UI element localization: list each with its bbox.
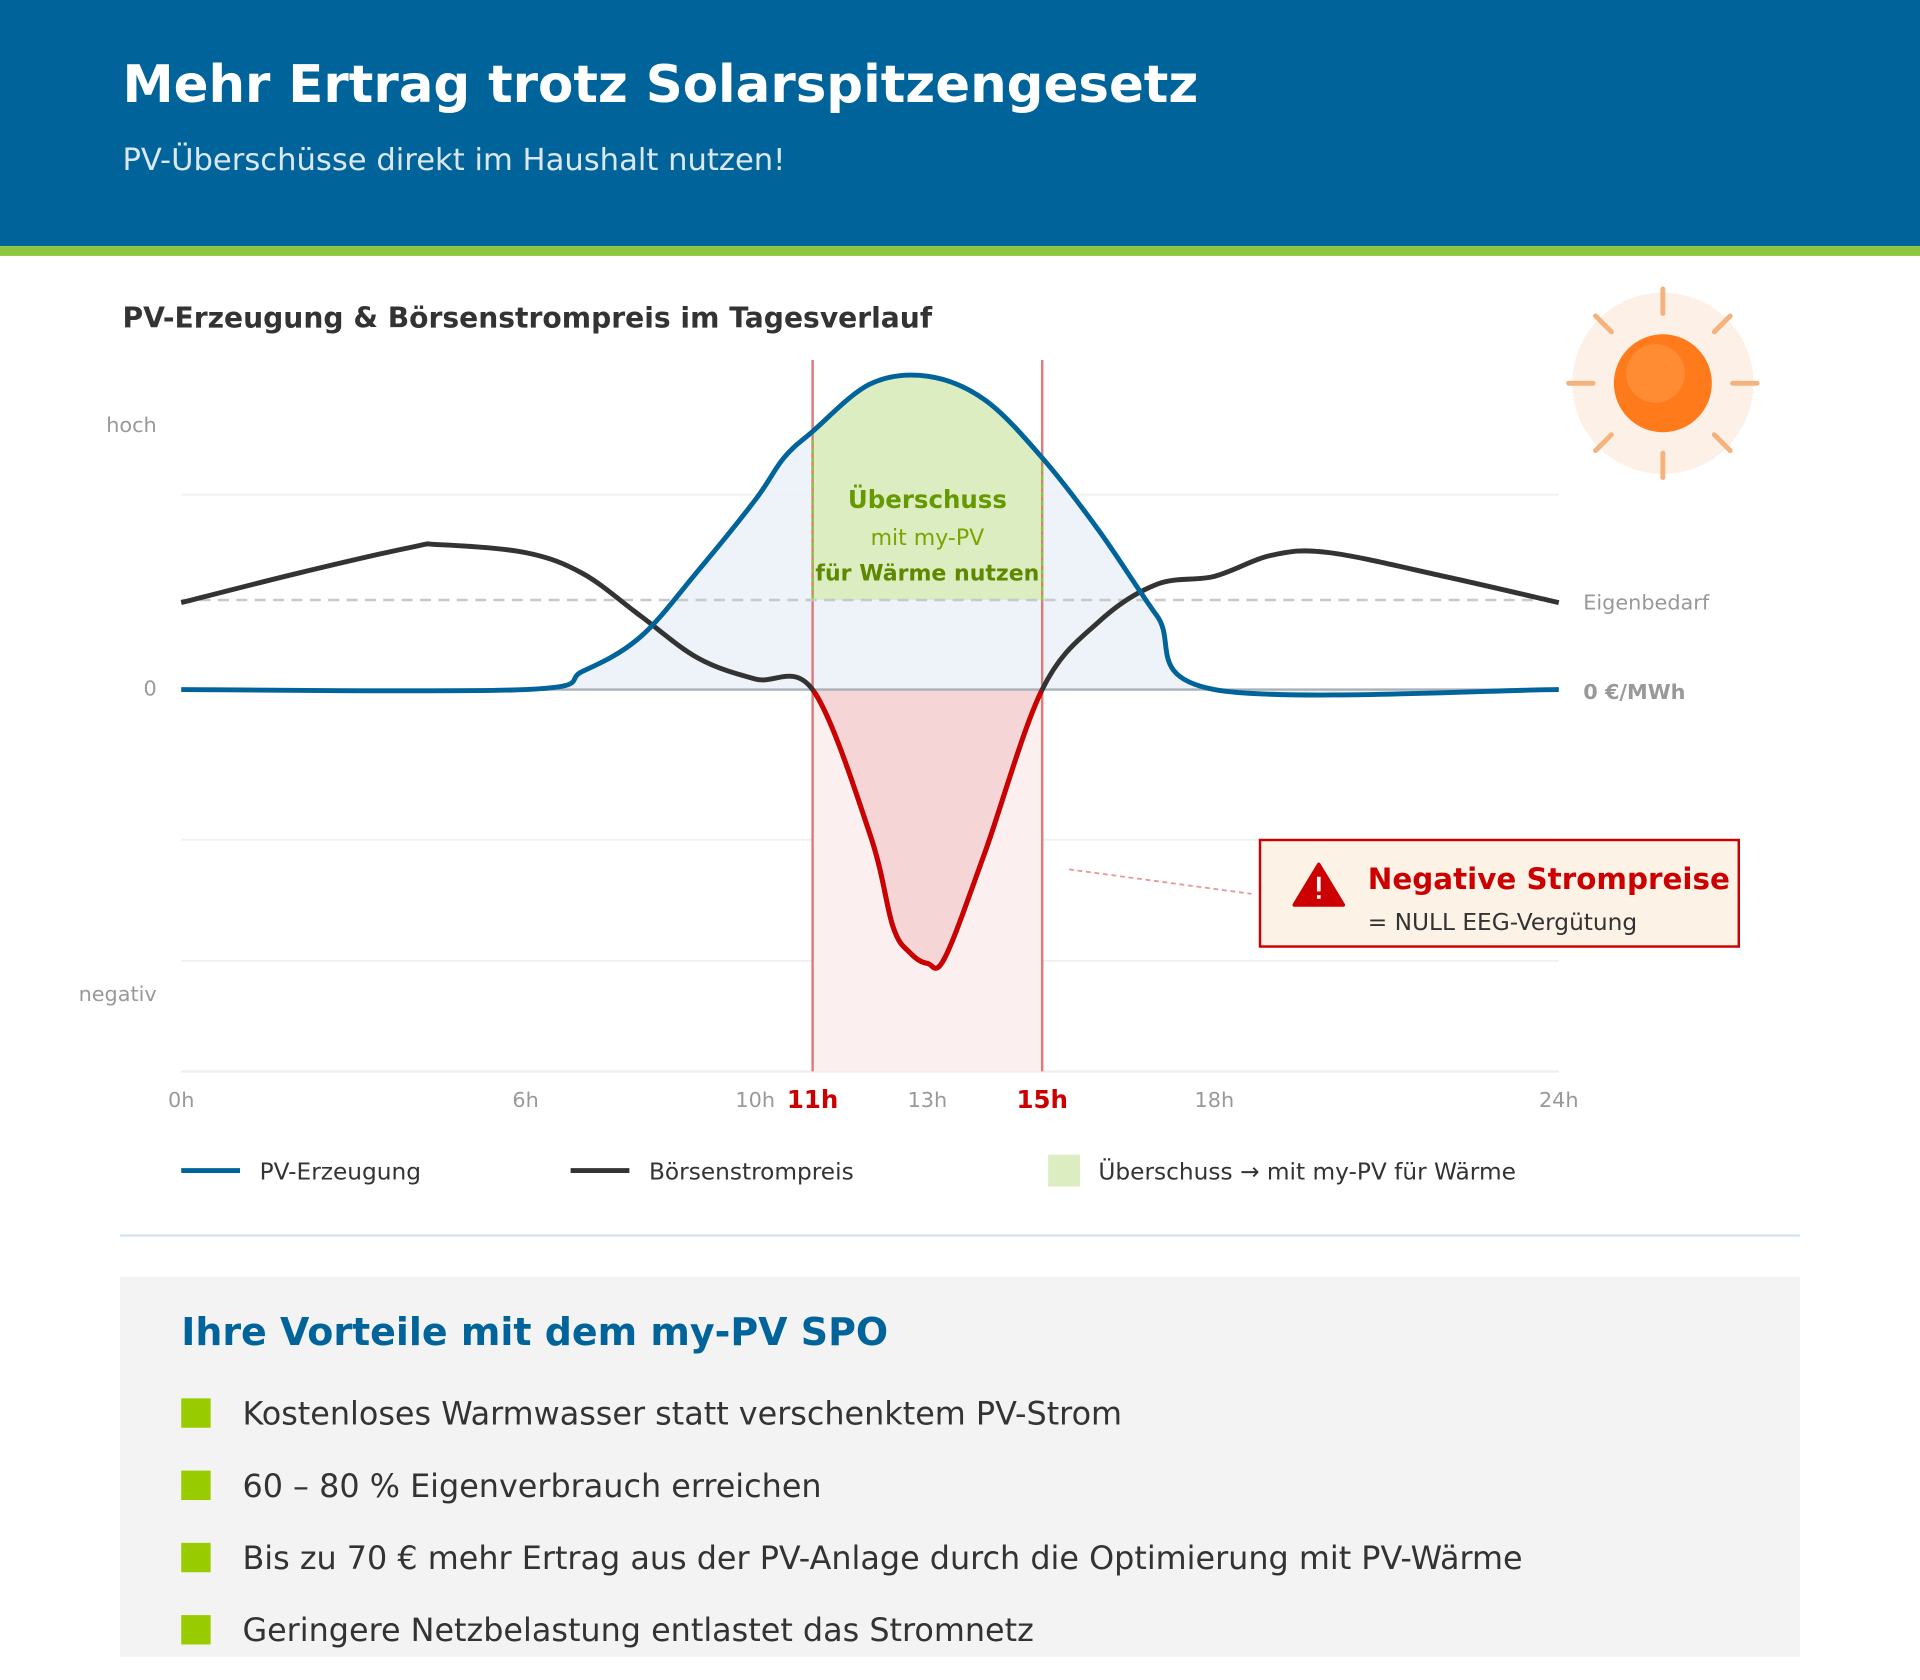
negative-price-line xyxy=(812,689,1043,971)
warning-connector xyxy=(1068,868,1252,895)
warning-box xyxy=(1258,838,1741,948)
x-tick-label: 15h xyxy=(1016,1085,1067,1114)
x-tick-label: 11h xyxy=(787,1085,838,1114)
legend-label: Überschuss → mit my-PV für Wärme xyxy=(1098,1158,1516,1186)
benefits-box xyxy=(120,1277,1800,1657)
header-bg xyxy=(0,0,1920,247)
chart: hoch 0 negativ 0 €/MWh Eigenbedarf Überschuss… xyxy=(79,360,1741,1187)
warning-icon-dot xyxy=(1316,895,1321,899)
reference-label: Eigenbedarf xyxy=(1583,591,1710,615)
surplus-label: mit my-PV xyxy=(871,526,985,551)
page-title: Mehr Ertrag trotz Solarspitzengesetz xyxy=(122,55,1198,115)
surplus-label: für Wärme nutzen xyxy=(815,561,1039,586)
surplus-area xyxy=(812,374,1043,601)
benefits-list: Kostenloses Warmwasser statt verschenkte… xyxy=(181,1395,1523,1649)
y-tick-label: negativ xyxy=(79,982,157,1006)
warning-icon-bar xyxy=(1316,876,1321,892)
surplus-label: Überschuss xyxy=(848,484,1007,514)
page-subtitle: PV-Überschüsse direkt im Haushalt nutzen… xyxy=(122,141,785,178)
y-tick-label: 0 xyxy=(144,677,157,701)
benefit-item: Geringere Netzbelastung entlastet das St… xyxy=(242,1611,1033,1649)
header-stripe xyxy=(0,246,1920,256)
benefit-item: Kostenloses Warmwasser statt verschenkte… xyxy=(242,1395,1122,1433)
y-tick-label: hoch xyxy=(106,413,157,437)
benefit-item: Bis zu 70 € mehr Ertrag aus der PV-Anlag… xyxy=(242,1539,1522,1577)
x-tick-label: 13h xyxy=(908,1088,948,1112)
zero-label: 0 €/MWh xyxy=(1583,680,1685,704)
bullet xyxy=(181,1398,211,1428)
negative-area xyxy=(812,689,1043,969)
x-tick-label: 18h xyxy=(1195,1088,1235,1112)
legend-swatch xyxy=(1048,1154,1080,1187)
bullet xyxy=(181,1542,211,1573)
benefits-title: Ihre Vorteile mit dem my-PV SPO xyxy=(181,1310,888,1354)
warning-text: = NULL EEG-Vergütung xyxy=(1368,909,1637,936)
chart-title: PV-Erzeugung & Börsenstrompreis im Tages… xyxy=(122,302,932,335)
bullet xyxy=(181,1615,211,1645)
warning-title: Negative Strompreise xyxy=(1368,862,1730,896)
bullet xyxy=(181,1470,211,1500)
sun-icon xyxy=(1566,286,1760,480)
x-tick-label: 10h xyxy=(735,1088,775,1112)
x-tick-label: 24h xyxy=(1539,1088,1579,1112)
x-tick-label: 0h xyxy=(168,1088,194,1112)
legend-label: PV-Erzeugung xyxy=(260,1159,421,1186)
benefit-item: 60 – 80 % Eigenverbrauch erreichen xyxy=(242,1467,821,1505)
legend-label: Börsenstrompreis xyxy=(649,1159,854,1186)
x-tick-label: 6h xyxy=(512,1088,538,1112)
line-0 xyxy=(181,372,1559,698)
